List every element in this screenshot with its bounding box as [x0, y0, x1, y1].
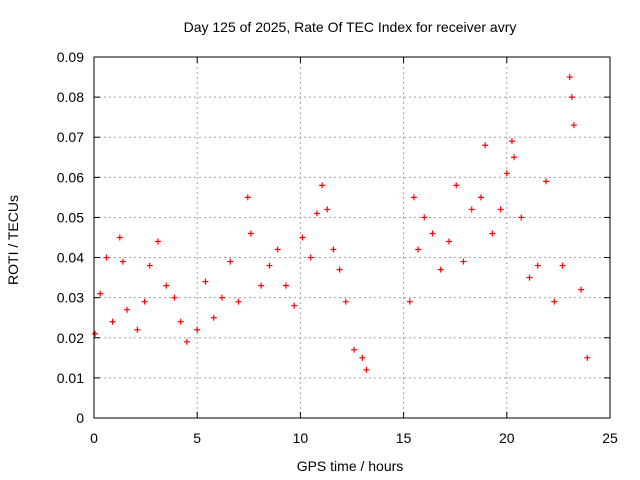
data-point [359, 354, 366, 361]
data-point [291, 302, 298, 309]
data-point [511, 154, 518, 161]
data-point [415, 246, 422, 253]
plot-frame [93, 56, 611, 419]
data-point [566, 74, 573, 81]
data-point [578, 286, 585, 293]
data-point [568, 94, 575, 101]
data-points [92, 74, 591, 373]
data-point [429, 230, 436, 237]
data-point [177, 318, 184, 325]
data-point [282, 282, 289, 289]
y-tick-label: 0.09 [57, 49, 84, 65]
data-point [584, 354, 591, 361]
data-point [437, 266, 444, 273]
data-point [116, 234, 123, 241]
x-tick-label: 25 [602, 430, 618, 446]
data-point [330, 246, 337, 253]
y-axis-label: ROTI / TECUs [5, 195, 21, 285]
x-tick-label: 10 [293, 430, 309, 446]
y-tick-label: 0.04 [57, 250, 84, 266]
data-point [134, 326, 141, 333]
data-point [210, 314, 217, 321]
data-point [489, 230, 496, 237]
data-point [482, 142, 489, 149]
data-point [551, 298, 558, 305]
data-point [299, 234, 306, 241]
data-point [244, 194, 251, 201]
data-point [543, 178, 550, 185]
y-tick-label: 0 [76, 410, 84, 426]
x-tick-label: 5 [193, 430, 201, 446]
y-tick-label: 0.07 [57, 129, 84, 145]
data-point [227, 258, 234, 265]
data-point [97, 290, 104, 297]
data-point [154, 238, 161, 245]
data-point [235, 298, 242, 305]
data-point [194, 326, 201, 333]
data-point [410, 194, 417, 201]
data-point [119, 258, 126, 265]
data-point [446, 238, 453, 245]
y-tick-label: 0.06 [57, 169, 84, 185]
axis-ticks: 0 5 10 15 20 25 0 0.01 0.02 0.03 0.04 0.05 0.06 0.07 0… [57, 49, 618, 446]
y-tick-label: 0.05 [57, 209, 84, 225]
y-tick-label: 0.02 [57, 330, 84, 346]
data-point [421, 214, 428, 221]
data-point [559, 262, 566, 269]
data-point [274, 246, 281, 253]
data-point [468, 206, 475, 213]
data-point [324, 206, 331, 213]
chart-title: Day 125 of 2025, Rate Of TEC Index for r… [184, 19, 517, 35]
grid-lines [93, 56, 611, 419]
y-tick-label: 0.03 [57, 290, 84, 306]
data-point [526, 274, 533, 281]
data-point [109, 318, 116, 325]
data-point [534, 262, 541, 269]
data-point [363, 366, 370, 373]
data-point [141, 298, 148, 305]
data-point [508, 138, 515, 145]
y-tick-label: 0.01 [57, 370, 84, 386]
x-tick-label: 0 [90, 430, 98, 446]
data-point [342, 298, 349, 305]
data-point [124, 306, 131, 313]
data-point [336, 266, 343, 273]
data-point [351, 346, 358, 353]
y-tick-label: 0.08 [57, 89, 84, 105]
data-point [307, 254, 314, 261]
data-point [92, 330, 99, 337]
data-point [258, 282, 265, 289]
data-point [503, 170, 510, 177]
data-point [570, 122, 577, 129]
x-tick-label: 15 [396, 430, 412, 446]
data-point [406, 298, 413, 305]
x-axis-label: GPS time / hours [297, 458, 404, 474]
data-point [163, 282, 170, 289]
data-point [497, 206, 504, 213]
data-point [202, 278, 209, 285]
data-point [146, 262, 153, 269]
data-point [266, 262, 273, 269]
data-point [183, 338, 190, 345]
data-point [103, 254, 110, 261]
x-tick-label: 20 [499, 430, 515, 446]
data-point [313, 210, 320, 217]
data-point [319, 182, 326, 189]
data-point [460, 258, 467, 265]
data-point [218, 294, 225, 301]
data-point [453, 182, 460, 189]
data-point [247, 230, 254, 237]
data-point [478, 194, 484, 201]
data-point [171, 294, 178, 301]
data-point [518, 214, 525, 221]
